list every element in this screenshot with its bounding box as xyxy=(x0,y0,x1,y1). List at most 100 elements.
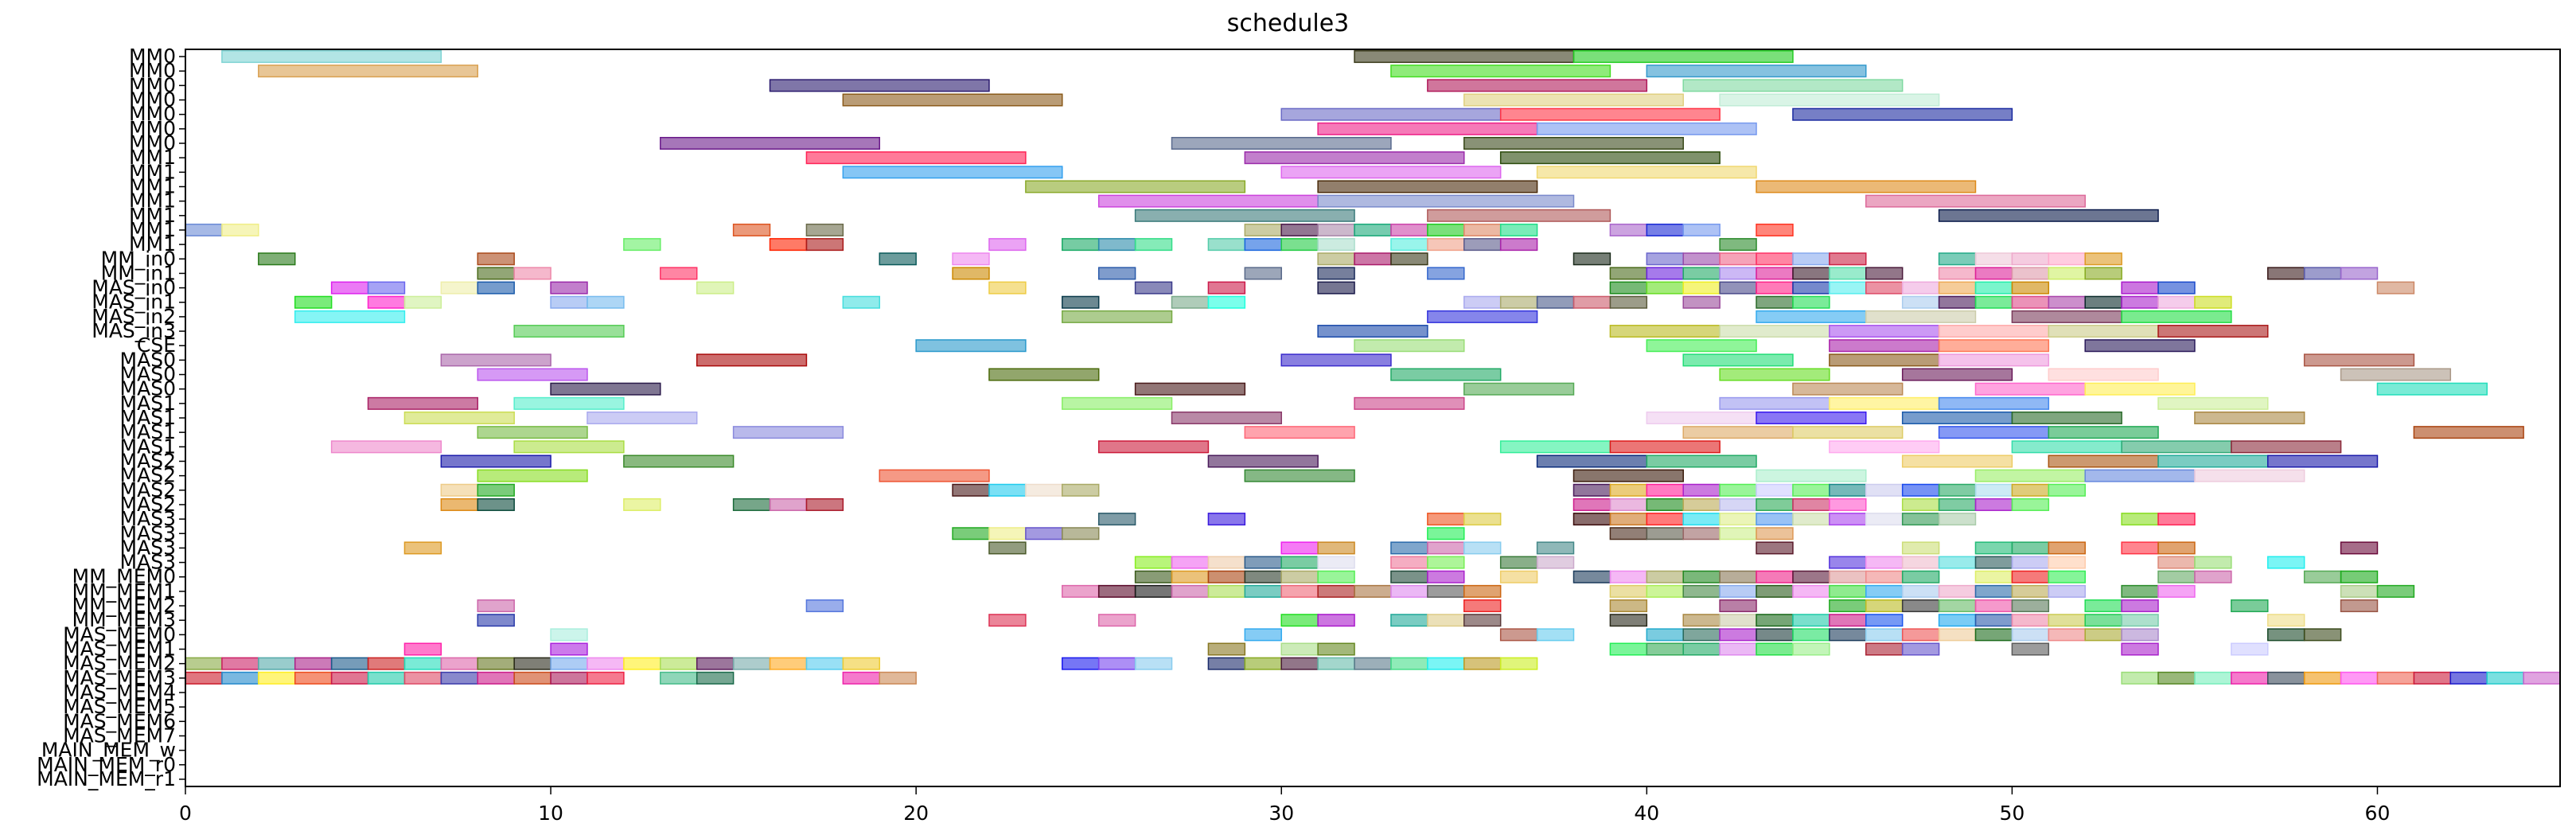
task-bar xyxy=(1682,483,1721,497)
task-bar xyxy=(1792,584,1830,598)
task-bar xyxy=(2157,281,2196,295)
task-bar xyxy=(440,671,479,685)
task-bar xyxy=(2121,628,2159,642)
y-tick-label: MM_in1 xyxy=(101,261,176,284)
task-bar xyxy=(2121,310,2232,323)
y-tick-label: MM0 xyxy=(129,59,176,82)
task-bar xyxy=(2048,267,2086,280)
task-bar xyxy=(1244,426,1355,439)
task-bar xyxy=(1719,599,1757,613)
task-bar xyxy=(587,411,698,425)
task-bar xyxy=(1974,628,2013,642)
task-bar xyxy=(1171,411,1282,425)
task-bar xyxy=(440,657,479,670)
task-bar xyxy=(2121,599,2159,613)
task-bar xyxy=(879,469,990,482)
task-bar xyxy=(1609,483,1648,497)
task-bar xyxy=(1719,368,1830,381)
task-bar xyxy=(1244,556,1282,569)
x-tick-label: 50 xyxy=(1999,802,2025,825)
task-bar xyxy=(1609,325,1721,338)
task-bar xyxy=(1427,209,1611,222)
y-tick-label: MAS_MEM2 xyxy=(63,652,176,675)
task-bar xyxy=(1682,79,1904,92)
task-bar xyxy=(1280,107,1502,121)
task-bar xyxy=(1865,570,1904,583)
task-bar xyxy=(1134,657,1173,670)
task-bar xyxy=(1609,281,1648,295)
task-bar xyxy=(2048,628,2086,642)
task-bar xyxy=(1756,411,1867,425)
task-bar xyxy=(1756,483,1794,497)
task-bar xyxy=(1207,281,1246,295)
task-bar xyxy=(732,426,844,439)
task-bar xyxy=(2157,584,2196,598)
task-bar xyxy=(1536,166,1757,179)
task-bar xyxy=(2157,295,2196,309)
task-bar xyxy=(1646,455,1757,468)
task-bar xyxy=(2084,628,2122,642)
task-bar xyxy=(1062,483,1100,497)
y-tick-label: MAS3 xyxy=(120,536,176,559)
task-bar xyxy=(1609,570,1648,583)
task-bar xyxy=(2303,671,2342,685)
task-bar xyxy=(696,281,735,295)
task-bar xyxy=(1901,541,1940,555)
task-bar xyxy=(1756,267,1794,280)
task-bar xyxy=(1901,642,1940,656)
task-bar xyxy=(2340,671,2379,685)
task-bar xyxy=(1719,584,1757,598)
task-bar xyxy=(1865,267,1904,280)
task-bar xyxy=(1280,541,1319,555)
task-bar xyxy=(513,267,551,280)
task-bar xyxy=(2121,671,2159,685)
task-bar xyxy=(1572,570,1611,583)
task-bar xyxy=(1792,252,1830,266)
task-bar xyxy=(221,657,259,670)
task-bar xyxy=(2084,252,2122,266)
x-tick-label: 10 xyxy=(538,802,563,825)
task-bar xyxy=(1865,194,2086,208)
task-bar xyxy=(1609,513,1648,526)
task-bar xyxy=(1097,657,1136,670)
y-tick-label: MAS0 xyxy=(120,377,176,400)
task-bar xyxy=(1244,238,1282,252)
task-bar xyxy=(1974,281,2013,295)
y-axis: MM0MM0MM0MM0MM0MM0MM0MM1MM1MM1MM1MM1MM1M… xyxy=(37,45,185,790)
task-bar xyxy=(805,223,844,236)
task-bar xyxy=(330,281,369,295)
task-bar xyxy=(2157,325,2269,338)
task-bar xyxy=(1354,584,1392,598)
task-bar xyxy=(1207,238,1246,252)
task-bar xyxy=(1646,483,1684,497)
task-bar xyxy=(1572,483,1611,497)
task-bar xyxy=(1317,614,1355,627)
task-bar xyxy=(2084,599,2122,613)
task-bar xyxy=(185,671,223,685)
task-bar xyxy=(1865,483,1904,497)
task-bar xyxy=(2121,642,2159,656)
task-bar xyxy=(1062,396,1173,410)
task-bar xyxy=(440,498,479,511)
task-bar xyxy=(1829,498,1867,511)
task-bar xyxy=(1390,657,1428,670)
task-bar xyxy=(1682,353,1794,367)
task-bar xyxy=(367,396,479,410)
task-bar xyxy=(1463,238,1502,252)
task-bar xyxy=(1792,642,1830,656)
task-bar xyxy=(660,657,698,670)
y-tick-label: MAS_in3 xyxy=(92,319,176,342)
task-bar xyxy=(1792,382,1904,396)
task-bar xyxy=(2413,426,2524,439)
task-bar xyxy=(1974,469,2086,482)
task-bar xyxy=(1572,50,1794,64)
task-bar xyxy=(1390,223,1428,236)
y-tick-label: MM0 xyxy=(129,117,176,140)
task-bar xyxy=(367,295,406,309)
task-bar xyxy=(477,469,588,482)
task-bar xyxy=(258,252,296,266)
task-bar xyxy=(1938,267,1977,280)
task-bar xyxy=(1938,281,1977,295)
task-bar xyxy=(1427,570,1465,583)
task-bar xyxy=(1317,223,1355,236)
